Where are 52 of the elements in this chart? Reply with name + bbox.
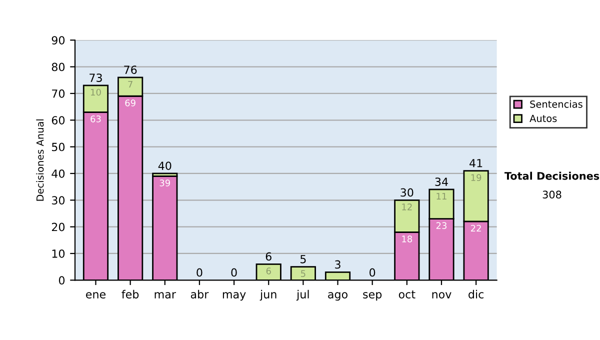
data-label: 10 — [90, 88, 101, 96]
data-label: 6 — [266, 268, 271, 274]
data-label: 11 — [436, 192, 446, 200]
x-tick-label: dic — [468, 290, 484, 298]
legend-label: Autos — [530, 114, 557, 122]
data-label: 18 — [402, 236, 412, 242]
x-tick-label: jun — [260, 290, 276, 301]
y-tick-label: 60 — [52, 116, 65, 125]
legend-label: Sentencias — [530, 100, 582, 108]
y-tick-label: 90 — [52, 36, 65, 44]
x-tick-label: nov — [432, 292, 452, 298]
total-label: 76 — [124, 66, 137, 74]
y-axis-title: Decisiones Anual — [36, 119, 44, 201]
total-label: 73 — [90, 74, 102, 82]
data-label: 63 — [90, 115, 101, 122]
total-label: 0 — [196, 268, 202, 277]
total-label: 40 — [158, 162, 172, 170]
data-label: 19 — [471, 174, 482, 181]
x-tick-label: mar — [154, 292, 176, 298]
text: 308 — [542, 190, 562, 199]
x-tick-label: oct — [398, 290, 416, 298]
y-tick-label: 30 — [52, 196, 65, 205]
x-tick-label: ene — [86, 292, 106, 298]
data-label: 12 — [402, 204, 412, 210]
total-label: 0 — [231, 268, 237, 277]
total-label: 41 — [470, 159, 482, 168]
x-tick-label: feb — [122, 290, 139, 298]
text: Total Decisiones — [504, 172, 600, 180]
data-label: 22 — [470, 224, 481, 232]
total-label: 6 — [266, 252, 272, 261]
data-label: 7 — [128, 80, 132, 88]
x-tick-label: abr — [190, 290, 209, 298]
x-tick-label: jul — [296, 290, 309, 301]
data-label: 5 — [301, 270, 306, 278]
y-tick-label: 50 — [52, 142, 65, 152]
y-tick-label: 40 — [52, 169, 65, 178]
y-tick-label: 70 — [52, 89, 65, 98]
total-label: 3 — [335, 260, 340, 269]
x-tick-label: may — [222, 292, 246, 301]
x-tick-label: sep — [363, 292, 382, 301]
total-label: 5 — [300, 255, 306, 264]
data-label: 69 — [125, 99, 136, 106]
y-tick-label: 0 — [58, 276, 65, 285]
total-label: 30 — [400, 188, 414, 197]
data-label: 39 — [160, 180, 170, 186]
x-tick-label: ago — [328, 292, 348, 301]
y-tick-label: 10 — [52, 249, 65, 258]
total-label: 0 — [370, 268, 376, 277]
y-tick-label: 20 — [52, 222, 65, 232]
y-tick-label: 80 — [52, 62, 65, 72]
data-label: 23 — [436, 222, 446, 230]
total-label: 34 — [435, 178, 448, 186]
